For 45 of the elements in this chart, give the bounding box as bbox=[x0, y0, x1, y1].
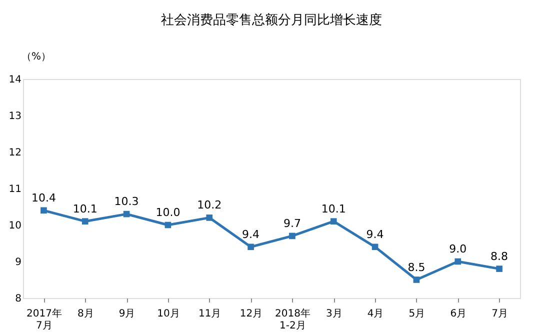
point bbox=[164, 222, 172, 228]
data-label: 10.4 bbox=[31, 191, 56, 204]
data-label: 10.0 bbox=[156, 206, 180, 219]
y-tick-label: 10 bbox=[8, 220, 22, 232]
y-tick-label: 8 bbox=[15, 294, 22, 304]
x-tick-label: 7月 bbox=[492, 308, 508, 320]
point bbox=[123, 210, 130, 218]
x-tick-label: 12月 bbox=[240, 308, 263, 320]
point bbox=[40, 207, 47, 214]
x-tick-label: 2018年 1-2月 bbox=[274, 308, 310, 332]
data-label: 9.4 bbox=[366, 228, 384, 241]
point bbox=[248, 244, 254, 250]
y-axis-title: （%） bbox=[22, 52, 52, 62]
y-tick-label: 13 bbox=[8, 111, 22, 122]
chart-title: 社会消费品零售总额分月同比增长速度 bbox=[161, 12, 382, 28]
y-tick-label: 14 bbox=[8, 74, 22, 86]
x-tick-label: 6月 bbox=[450, 308, 467, 320]
data-label: 10.1 bbox=[72, 202, 98, 216]
data-label: 9.7 bbox=[283, 216, 301, 230]
point bbox=[206, 214, 213, 221]
x-tick-label: 2017年 7月 bbox=[26, 308, 62, 332]
x-tick-label: 10月 bbox=[157, 308, 180, 320]
point bbox=[82, 218, 88, 225]
point bbox=[330, 218, 337, 225]
x-tick-label: 8月 bbox=[77, 308, 94, 320]
data-label: 10.3 bbox=[114, 195, 139, 208]
y-tick-label: 12 bbox=[8, 148, 22, 158]
y-tick-label: 9 bbox=[15, 257, 22, 268]
x-tick-label: 5月 bbox=[408, 308, 426, 320]
point bbox=[289, 232, 296, 240]
data-label: 9.0 bbox=[449, 242, 467, 256]
x-tick-label: 4月 bbox=[367, 308, 384, 320]
point bbox=[454, 258, 462, 265]
x-tick-label: 11月 bbox=[198, 308, 222, 320]
x-tick-label: 9月 bbox=[118, 308, 136, 320]
x-tick-label: 3月 bbox=[326, 308, 342, 320]
data-label: 9.4 bbox=[242, 228, 260, 241]
data-label: 8.8 bbox=[490, 250, 508, 263]
point bbox=[372, 244, 378, 250]
y-tick-label: 11 bbox=[8, 184, 22, 195]
data-label: 10.1 bbox=[321, 202, 346, 216]
point bbox=[413, 276, 420, 283]
data-label: 10.2 bbox=[197, 198, 222, 212]
point bbox=[496, 266, 502, 272]
data-label: 8.5 bbox=[408, 260, 426, 274]
